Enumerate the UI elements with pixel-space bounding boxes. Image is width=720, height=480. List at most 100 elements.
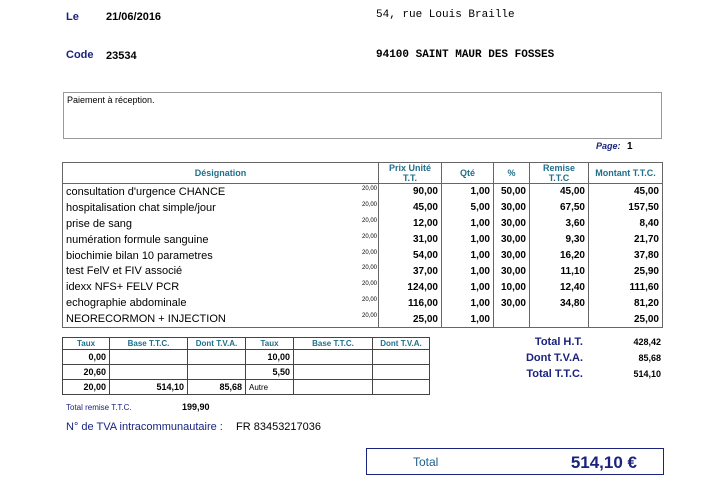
table-row: test FelV et FIV associé 20,00 37,00 1,00… <box>62 263 663 280</box>
address-street: 54, rue Louis Braille <box>376 9 515 21</box>
grand-total-value: 514,10 € <box>570 453 637 472</box>
item-percent: 30,00 <box>493 247 530 264</box>
total-vat-value: 85,68 <box>638 353 661 363</box>
vat-row: 20,00 514,10 85,68 Autre <box>62 379 430 395</box>
page-indicator: Page: 1 <box>596 141 633 152</box>
vat-cell: 0,00 <box>62 349 110 365</box>
item-amount: 25,00 <box>588 311 663 329</box>
item-discount <box>529 311 589 329</box>
code-label: Code <box>66 49 94 61</box>
item-amount: 157,50 <box>588 199 663 216</box>
item-amount: 111,60 <box>588 279 663 296</box>
item-price: 124,00 <box>378 279 442 296</box>
item-designation: prise de sang 20,00 <box>62 215 379 232</box>
item-qty: 1,00 <box>441 263 494 280</box>
vat-cell <box>293 379 373 395</box>
item-vat-rate: 20,00 <box>361 249 377 256</box>
header-unit-price: Prix Unité T.T. <box>378 162 442 184</box>
item-discount: 45,00 <box>529 183 589 200</box>
item-qty: 1,00 <box>441 279 494 296</box>
vat-cell <box>187 349 246 365</box>
item-qty: 1,00 <box>441 295 494 312</box>
item-price: 31,00 <box>378 231 442 248</box>
item-designation: echographie abdominale 20,00 <box>62 295 379 312</box>
vat-header-vat: Dont T.V.A. <box>187 337 246 350</box>
table-row: prise de sang 20,00 12,00 1,00 30,00 3,60… <box>62 215 663 232</box>
item-discount: 16,20 <box>529 247 589 264</box>
grand-total-box: Total 514,10 € <box>366 448 664 475</box>
table-row: echographie abdominale 20,00 116,00 1,00 … <box>62 295 663 312</box>
vat-number-value: FR 83453217036 <box>236 421 322 433</box>
item-price: 54,00 <box>378 247 442 264</box>
total-ttc-value: 514,10 <box>633 369 661 379</box>
vat-row: 20,60 5,50 <box>62 364 430 380</box>
header-percent: % <box>493 162 530 184</box>
item-qty: 5,00 <box>441 199 494 216</box>
vat-cell <box>293 364 373 380</box>
total-discount-label: Total remise T.T.C. <box>66 403 132 412</box>
vat-number-label: N° de TVA intracommunautaire : <box>66 421 223 433</box>
item-price: 45,00 <box>378 199 442 216</box>
item-designation: test FelV et FIV associé 20,00 <box>62 263 379 280</box>
total-vat-label: Dont T.V.A. <box>525 352 583 364</box>
item-qty: 1,00 <box>441 215 494 232</box>
vat-header-base: Base T.T.C. <box>293 337 373 350</box>
item-vat-rate: 20,00 <box>361 186 377 192</box>
vat-cell <box>109 364 188 380</box>
item-percent: 10,00 <box>493 279 530 296</box>
vat-cell: 20,60 <box>62 364 110 380</box>
item-designation: hospitalisation chat simple/jour 20,00 <box>62 199 379 216</box>
item-amount: 45,00 <box>588 183 663 200</box>
item-price: 12,00 <box>378 215 442 232</box>
item-price: 25,00 <box>378 311 442 329</box>
vat-cell: 85,68 <box>187 379 246 395</box>
vat-header-base: Base T.T.C. <box>109 337 188 350</box>
item-discount: 34,80 <box>529 295 589 312</box>
table-row: idexx NFS+ FELV PCR 20,00 124,00 1,00 10,… <box>62 279 663 296</box>
item-discount: 12,40 <box>529 279 589 296</box>
total-ht-label: Total H.T. <box>534 336 583 348</box>
item-vat-rate: 20,00 <box>361 281 377 288</box>
item-designation: idexx NFS+ FELV PCR 20,00 <box>62 279 379 296</box>
table-row: hospitalisation chat simple/jour 20,00 45… <box>62 199 663 216</box>
item-qty: 1,00 <box>441 311 494 329</box>
payment-terms: Paiement à réception. <box>67 95 155 105</box>
item-amount: 81,20 <box>588 295 663 312</box>
item-vat-rate: 20,00 <box>361 217 377 224</box>
item-designation: biochimie bilan 10 parametres 20,00 <box>62 247 379 264</box>
item-vat-rate: 20,00 <box>361 265 377 272</box>
vat-cell <box>187 364 246 380</box>
item-discount: 67,50 <box>529 199 589 216</box>
item-percent: 50,00 <box>493 183 530 200</box>
header-amount: Montant T.T.C. <box>588 162 663 184</box>
item-vat-rate: 20,00 <box>361 233 377 240</box>
header-designation: Désignation <box>62 162 379 184</box>
vat-header-rate: Taux <box>245 337 294 350</box>
item-vat-rate: 20,00 <box>361 201 377 208</box>
total-ht-value: 428,42 <box>633 337 661 347</box>
item-amount: 8,40 <box>588 215 663 232</box>
item-percent: 30,00 <box>493 199 530 216</box>
notes-box: Paiement à réception. <box>63 92 662 139</box>
item-discount: 9,30 <box>529 231 589 248</box>
date-label: Le <box>66 11 79 23</box>
header-discount: Remise T.T.C <box>529 162 589 184</box>
item-amount: 37,80 <box>588 247 663 264</box>
item-percent <box>493 311 530 329</box>
page-number: 1 <box>627 141 633 152</box>
item-percent: 30,00 <box>493 231 530 248</box>
item-vat-rate: 20,00 <box>361 313 377 320</box>
vat-header-vat: Dont T.V.A. <box>372 337 430 350</box>
table-row: consultation d'urgence CHANCE 20,00 90,00… <box>62 183 663 200</box>
vat-cell: 5,50 <box>245 364 294 380</box>
vat-cell: 10,00 <box>245 349 294 365</box>
total-ttc-label: Total T.T.C. <box>526 368 583 380</box>
table-row: biochimie bilan 10 parametres 20,00 54,00… <box>62 247 663 264</box>
vat-cell: Autre <box>245 379 294 395</box>
grand-total-label: Total <box>413 455 439 469</box>
vat-cell: 20,00 <box>62 379 110 395</box>
vat-breakdown-table: Taux Base T.T.C. Dont T.V.A. Taux Base T… <box>62 337 430 395</box>
item-percent: 30,00 <box>493 215 530 232</box>
vat-header-rate: Taux <box>62 337 110 350</box>
vat-cell <box>372 364 430 380</box>
